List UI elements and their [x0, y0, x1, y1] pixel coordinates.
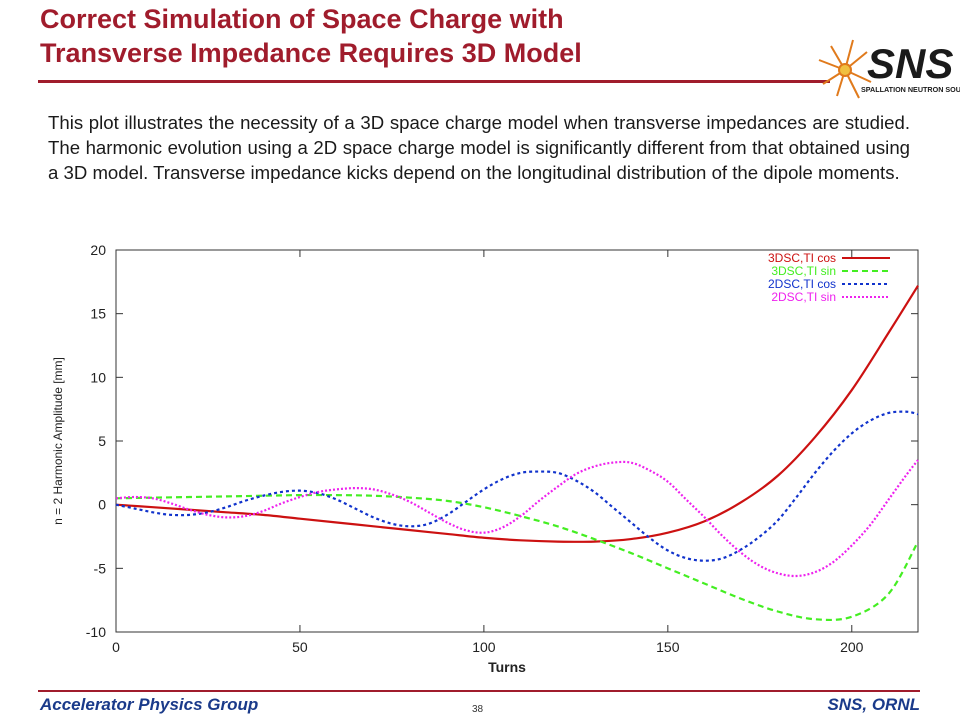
- y-tick-label: 5: [98, 433, 106, 449]
- slide-body-text: This plot illustrates the necessity of a…: [48, 112, 910, 183]
- slide-title-line1: Correct Simulation of Space Charge with: [40, 4, 564, 34]
- title-divider: [38, 80, 830, 83]
- plot-frame: [115, 249, 919, 633]
- starburst-icon: [818, 39, 872, 99]
- y-tick-label: 10: [90, 369, 106, 385]
- page-number: 38: [472, 704, 484, 715]
- footer-divider: [38, 690, 920, 692]
- legend-label-3: 2DSC,TI cos: [768, 277, 836, 291]
- series-line-3: [115, 410, 919, 562]
- logo-text: SNS: [867, 40, 953, 87]
- footer-org: SNS, ORNL: [827, 695, 920, 714]
- slide-title: Correct Simulation of Space Charge with …: [40, 2, 800, 70]
- x-tick-label: 0: [112, 639, 120, 655]
- x-tick-label: 200: [840, 639, 864, 655]
- x-tick-label: 100: [472, 639, 496, 655]
- y-tick-label: 15: [90, 306, 106, 322]
- x-axis-label: Turns: [488, 659, 526, 675]
- logo-subtext: SPALLATION NEUTRON SOURCE: [861, 85, 960, 94]
- footer-group: Accelerator Physics Group: [40, 695, 259, 714]
- x-tick-label: 150: [656, 639, 680, 655]
- series-line-4: [115, 459, 919, 578]
- legend-label-1: 3DSC,TI cos: [768, 251, 836, 265]
- slide-title-line2: Transverse Impedance Requires 3D Model: [40, 38, 582, 68]
- y-tick-label: -10: [86, 624, 106, 640]
- y-axis-label: n = 2 Harmonic Amplitude [mm]: [51, 357, 65, 525]
- y-tick-label: 20: [90, 242, 106, 258]
- y-tick-label: -5: [94, 560, 107, 576]
- sns-logo: SNS SPALLATION NEUTRON SOURCE: [818, 39, 960, 99]
- y-tick-label: 0: [98, 497, 106, 513]
- x-tick-label: 50: [292, 639, 308, 655]
- legend-label-2: 3DSC,TI sin: [771, 264, 836, 278]
- series-line-2: [115, 493, 919, 622]
- legend-label-4: 2DSC,TI sin: [771, 290, 836, 304]
